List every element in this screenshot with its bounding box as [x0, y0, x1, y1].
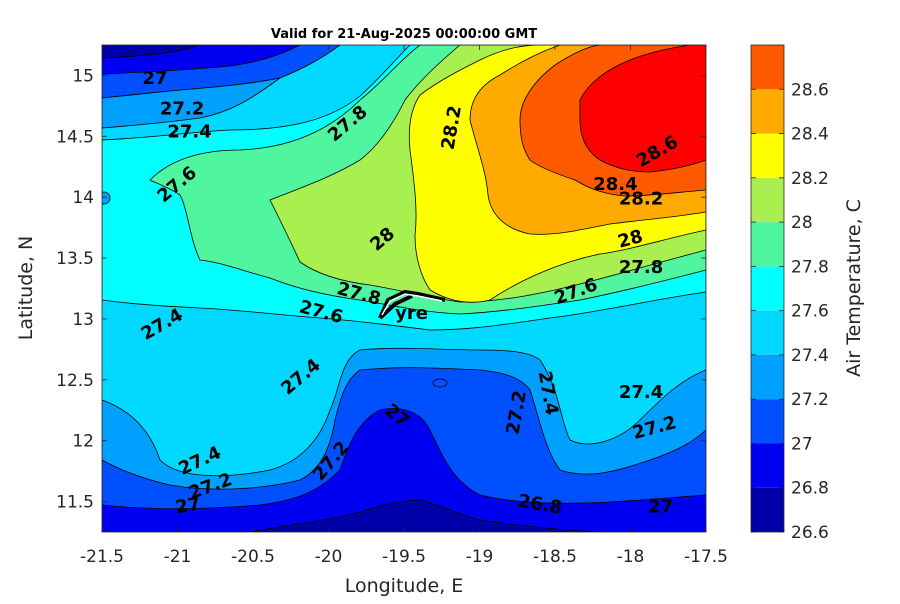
colorbar-frame — [750, 44, 785, 533]
colorbar-swatch — [751, 89, 784, 134]
colorbar-tick-label: 26.6 — [791, 523, 829, 543]
colorbar-tick-label: 27.2 — [791, 390, 829, 410]
y-tick-label: 11.5 — [56, 493, 94, 513]
contour-label: 28.2 — [619, 189, 663, 210]
colorbar-ticks: 26.6 26.8 27 27.2 27.4 27.6 27.8 28 28.2 28.4 28.6 — [751, 80, 829, 543]
filled-contour-map — [102, 45, 706, 532]
x-tick-label: -21.5 — [80, 547, 124, 567]
colorbar-swatch — [751, 266, 784, 311]
y-tick-label: 12.5 — [56, 371, 94, 391]
colorbar-swatch — [751, 443, 784, 488]
colorbar-tick-label: 26.8 — [791, 479, 829, 499]
x-tick-label: -18 — [617, 547, 645, 567]
colorbar-tick-label: 28.4 — [791, 125, 829, 145]
y-tick-label: 14 — [72, 188, 94, 208]
colorbar-tick-label: 28.2 — [791, 169, 829, 189]
colorbar-tick-label: 28 — [791, 213, 813, 233]
colorbar-swatch — [751, 45, 784, 90]
colorbar-swatch — [751, 310, 784, 355]
band-26-8-low — [102, 408, 706, 532]
y-axis: 11.5 12 12.5 13 13.5 14 14.5 15 — [56, 66, 706, 513]
colorbar-swatch — [751, 222, 784, 267]
contour-label: 27.8 — [619, 257, 663, 278]
colorbar-tick-label: 27 — [791, 434, 813, 454]
colorbar-swatch — [751, 487, 784, 532]
contour-label: 27 — [648, 497, 673, 518]
x-axis-label: Longitude, E — [345, 575, 464, 597]
colorbar-swatch — [751, 133, 784, 178]
colorbar-tick-label: 28.6 — [791, 80, 829, 100]
colorbar-swatch — [751, 177, 784, 223]
edge-feature — [102, 191, 111, 205]
island-outline-white — [381, 293, 443, 316]
x-tick-label: -20 — [315, 547, 343, 567]
x-tick-label: -21 — [164, 547, 192, 567]
colorbar-tick-label: 27.6 — [791, 302, 829, 322]
band-27-top — [102, 77, 281, 129]
band-26-4-top — [102, 45, 201, 59]
contour-label: 28.4 — [593, 174, 637, 195]
colorbar-tick-label: 27.4 — [791, 346, 829, 366]
colorbar-swatch — [751, 354, 784, 400]
island-outline — [378, 289, 446, 320]
y-tick-label: 15 — [72, 66, 94, 86]
small-low-feature — [432, 378, 448, 388]
y-tick-label: 14.5 — [56, 127, 94, 147]
chart-title: Valid for 21-Aug-2025 00:00:00 GMT — [271, 27, 537, 42]
band-28-8 — [579, 45, 706, 173]
contour-label: 27 — [174, 493, 202, 518]
contour-label: 27.4 — [619, 382, 663, 403]
y-axis-label: Latitude, N — [15, 236, 37, 341]
x-tick-label: -19.5 — [382, 547, 426, 567]
colorbar-label: Air Temperature, C — [843, 199, 865, 377]
colorbar-tick-label: 27.8 — [791, 257, 829, 277]
contour-label: 27.4 — [167, 122, 211, 143]
contour-label: 27 — [142, 68, 167, 89]
band-26-6-low — [249, 499, 601, 532]
x-tick-label: -18.5 — [533, 547, 577, 567]
x-tick-label: -17.5 — [684, 547, 728, 567]
x-tick-label: -20.5 — [231, 547, 275, 567]
colorbar — [750, 44, 785, 533]
y-tick-label: 13 — [72, 310, 94, 330]
x-tick-label: -19 — [466, 547, 494, 567]
colorbar-swatch — [751, 399, 784, 444]
y-tick-label: 13.5 — [56, 249, 94, 269]
y-tick-label: 12 — [72, 432, 94, 452]
place-label: yre — [395, 303, 428, 324]
x-axis: -21.5 -21 -20.5 -20 -19.5 -19 -18.5 -18 -17.5 — [80, 45, 728, 567]
contour-label: 27.2 — [160, 99, 204, 120]
